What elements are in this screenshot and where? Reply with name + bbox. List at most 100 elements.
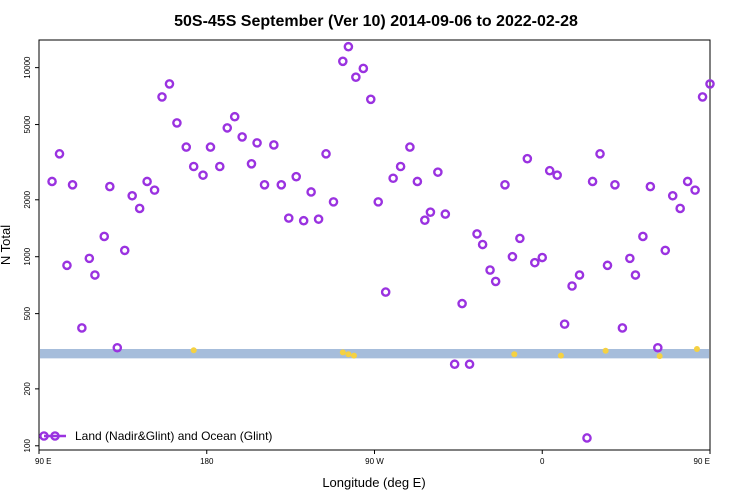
x-tick-label: 90 E (35, 457, 51, 466)
data-point (449, 359, 460, 370)
data-point (67, 180, 78, 190)
data-point (269, 140, 279, 150)
data-point (638, 231, 648, 242)
data-point (544, 165, 555, 176)
data-point (425, 207, 436, 217)
highlight-point (345, 351, 352, 358)
data-point (62, 260, 72, 271)
highlight-layer (190, 346, 700, 360)
y-tick-label: 10000 (23, 56, 32, 79)
y-axis-label: N Total (0, 225, 13, 265)
data-point (529, 257, 540, 268)
data-point (610, 180, 620, 190)
legend-marker (39, 431, 49, 441)
data-point (490, 276, 501, 287)
data-point (690, 185, 700, 195)
highlight-point (602, 347, 609, 354)
data-point (412, 176, 423, 187)
data-point (625, 253, 635, 264)
band-layer (40, 349, 709, 359)
data-point (395, 161, 406, 172)
data-point (181, 142, 192, 152)
highlight-point (339, 349, 346, 356)
data-point (283, 213, 294, 223)
data-point (472, 229, 482, 239)
highlight-point (656, 353, 663, 360)
y-tick-label: 500 (23, 306, 32, 320)
data-point (552, 170, 562, 180)
data-point (559, 319, 570, 329)
highlight-point (350, 352, 357, 359)
data-point (134, 203, 145, 214)
data-point (373, 197, 384, 207)
data-point (214, 161, 225, 172)
x-tick-label: 0 (540, 457, 545, 466)
data-point (440, 209, 451, 219)
data-point (602, 260, 613, 271)
data-point (229, 111, 240, 122)
data-point (246, 159, 257, 169)
shaded-band (40, 349, 709, 359)
highlight-point (693, 346, 700, 353)
data-point (537, 252, 548, 263)
data-point (660, 245, 671, 256)
data-point (675, 203, 685, 214)
data-point (485, 265, 495, 275)
data-point (172, 118, 182, 128)
data-point (157, 92, 167, 102)
data-point (405, 142, 415, 152)
data-point (587, 176, 598, 187)
data-point (127, 190, 137, 201)
data-point (365, 94, 376, 105)
data-point (142, 176, 152, 187)
data-point (697, 92, 708, 102)
y-tick-label: 2000 (23, 190, 32, 208)
legend-marker (50, 431, 60, 441)
highlight-point (557, 352, 564, 359)
y-axis: 100 200 500 1000 2000 5000 10000 (23, 56, 39, 453)
data-point (358, 63, 369, 74)
y-tick-label: 100 (23, 439, 32, 453)
data-point (507, 251, 518, 262)
data-point (222, 123, 233, 133)
data-point (464, 359, 475, 370)
data-point (321, 149, 331, 159)
data-point (259, 180, 270, 190)
chart-title: 50S-45S September (Ver 10) 2014-09-06 to… (174, 13, 578, 30)
data-point (574, 270, 585, 280)
data-point (306, 187, 316, 197)
data-point (630, 270, 641, 280)
data-point (276, 180, 287, 190)
x-axis: 90 E 180 90 W 0 90 E (35, 450, 711, 466)
data-point (90, 270, 100, 280)
data-point (205, 142, 216, 152)
data-point (522, 153, 533, 164)
data-point (500, 180, 510, 190)
data-point (252, 138, 262, 148)
data-point (338, 56, 348, 67)
data-point (653, 342, 663, 353)
y-tick-label: 5000 (23, 115, 32, 133)
data-point (47, 176, 57, 187)
data-point (84, 253, 95, 264)
points-layer (47, 41, 715, 443)
data-point (164, 79, 175, 89)
data-point (351, 72, 361, 82)
data-point (595, 149, 605, 159)
data-point (298, 215, 309, 226)
legend-label: Land (Nadir&Glint) and Ocean (Glint) (75, 429, 272, 443)
data-point (198, 170, 208, 180)
data-point (388, 173, 398, 184)
data-point (343, 41, 354, 52)
x-tick-label: 90 E (694, 457, 710, 466)
data-point (705, 79, 715, 89)
data-point (682, 176, 693, 187)
data-point (477, 239, 488, 250)
data-point (582, 433, 592, 443)
data-point (112, 342, 123, 353)
data-point (515, 233, 525, 244)
data-point (420, 215, 430, 225)
data-point (328, 197, 339, 207)
y-tick-label: 1000 (23, 247, 32, 265)
